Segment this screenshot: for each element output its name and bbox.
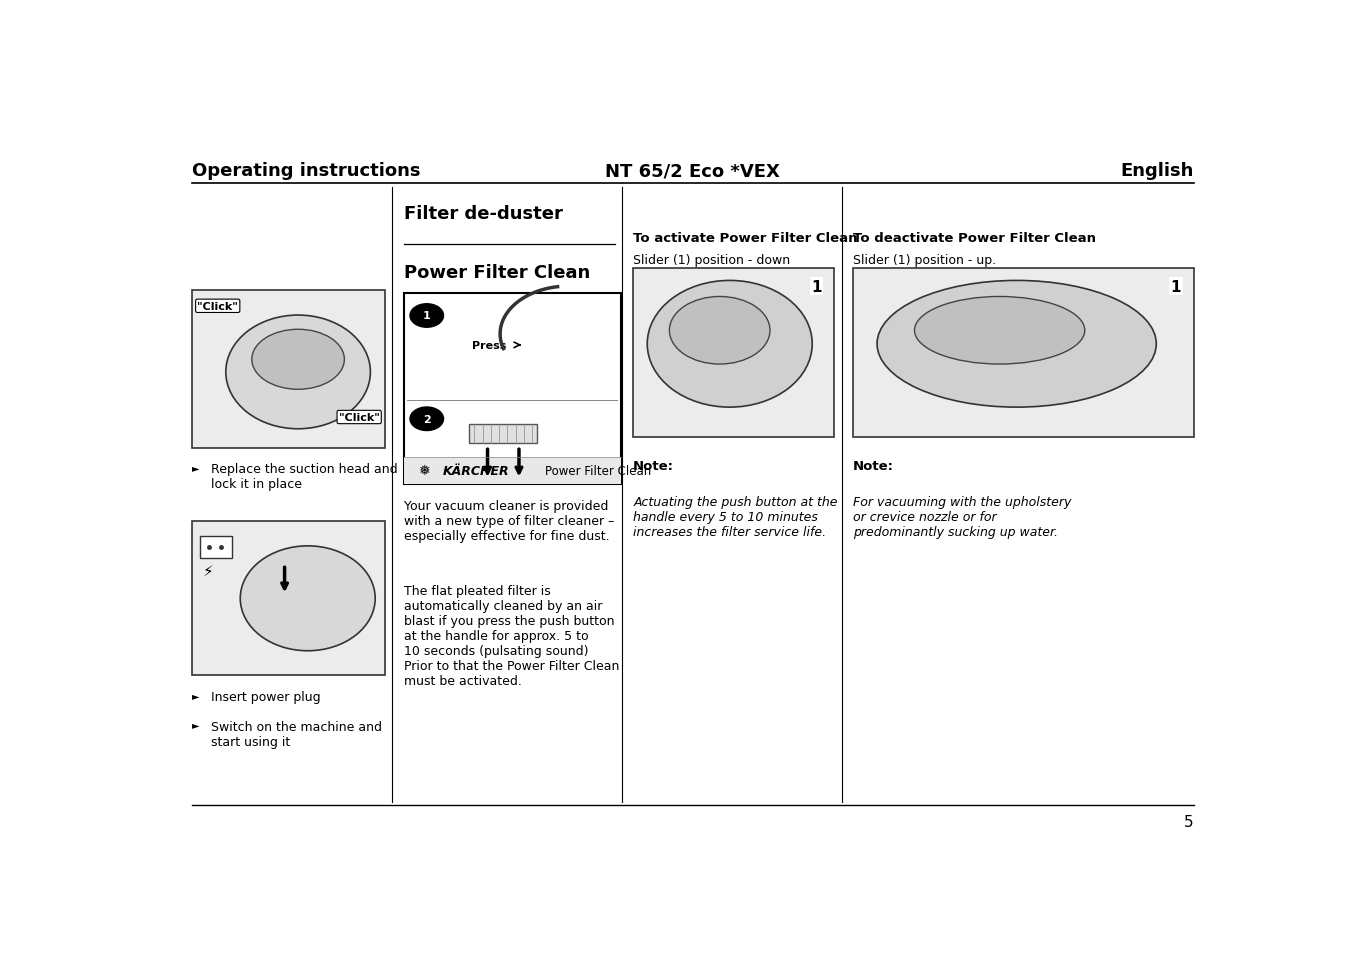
Ellipse shape — [669, 297, 771, 365]
Circle shape — [410, 408, 443, 431]
Text: Note:: Note: — [633, 459, 675, 473]
Text: "Click": "Click" — [339, 413, 380, 422]
Text: 1: 1 — [811, 279, 822, 294]
Text: Insert power plug: Insert power plug — [211, 690, 320, 703]
Text: ►: ► — [192, 720, 200, 730]
Circle shape — [410, 304, 443, 328]
Text: Power Filter Clean: Power Filter Clean — [545, 464, 652, 477]
Bar — [404, 294, 621, 485]
Ellipse shape — [226, 315, 370, 429]
Text: 1: 1 — [1171, 279, 1182, 294]
Text: Slider (1) position - down: Slider (1) position - down — [633, 253, 791, 267]
Ellipse shape — [648, 281, 813, 408]
Bar — [633, 269, 834, 437]
Text: "Click": "Click" — [197, 301, 238, 312]
Text: Press: Press — [472, 340, 506, 351]
Text: Actuating the push button at the
handle every 5 to 10 minutes
increases the filt: Actuating the push button at the handle … — [633, 496, 838, 538]
Text: For vacuuming with the upholstery
or crevice nozzle or for
predominantly sucking: For vacuuming with the upholstery or cre… — [853, 496, 1072, 538]
Ellipse shape — [241, 546, 376, 651]
Text: Note:: Note: — [853, 459, 894, 473]
Text: NT 65/2 Eco *VEX: NT 65/2 Eco *VEX — [606, 162, 780, 180]
Ellipse shape — [251, 330, 345, 390]
Ellipse shape — [914, 297, 1084, 365]
Bar — [200, 537, 233, 558]
Bar — [469, 425, 537, 443]
Text: Replace the suction head and
lock it in place: Replace the suction head and lock it in … — [211, 463, 397, 491]
Text: 1: 1 — [423, 312, 431, 321]
Text: KÄRCHER: KÄRCHER — [442, 464, 510, 477]
Bar — [853, 269, 1194, 437]
Text: English: English — [1121, 162, 1194, 180]
Text: Filter de-duster: Filter de-duster — [404, 205, 562, 223]
Text: ►: ► — [192, 463, 200, 473]
Text: To deactivate Power Filter Clean: To deactivate Power Filter Clean — [853, 232, 1096, 245]
Ellipse shape — [877, 281, 1156, 408]
Text: ⚡: ⚡ — [203, 563, 214, 578]
Text: 5: 5 — [1184, 814, 1194, 829]
Bar — [192, 291, 385, 448]
Text: ►: ► — [192, 690, 200, 700]
Text: Power Filter Clean: Power Filter Clean — [404, 263, 589, 281]
Text: Your vacuum cleaner is provided
with a new type of filter cleaner –
especially e: Your vacuum cleaner is provided with a n… — [404, 499, 614, 542]
Bar — [404, 457, 621, 485]
Text: Switch on the machine and
start using it: Switch on the machine and start using it — [211, 720, 381, 748]
Text: Operating instructions: Operating instructions — [192, 162, 420, 180]
Text: Slider (1) position - up.: Slider (1) position - up. — [853, 253, 996, 267]
Text: The flat pleated filter is
automatically cleaned by an air
blast if you press th: The flat pleated filter is automatically… — [404, 584, 619, 687]
Bar — [192, 521, 385, 676]
Text: ❅: ❅ — [419, 464, 431, 478]
Text: 2: 2 — [423, 415, 431, 424]
Text: To activate Power Filter Clean: To activate Power Filter Clean — [633, 232, 857, 245]
